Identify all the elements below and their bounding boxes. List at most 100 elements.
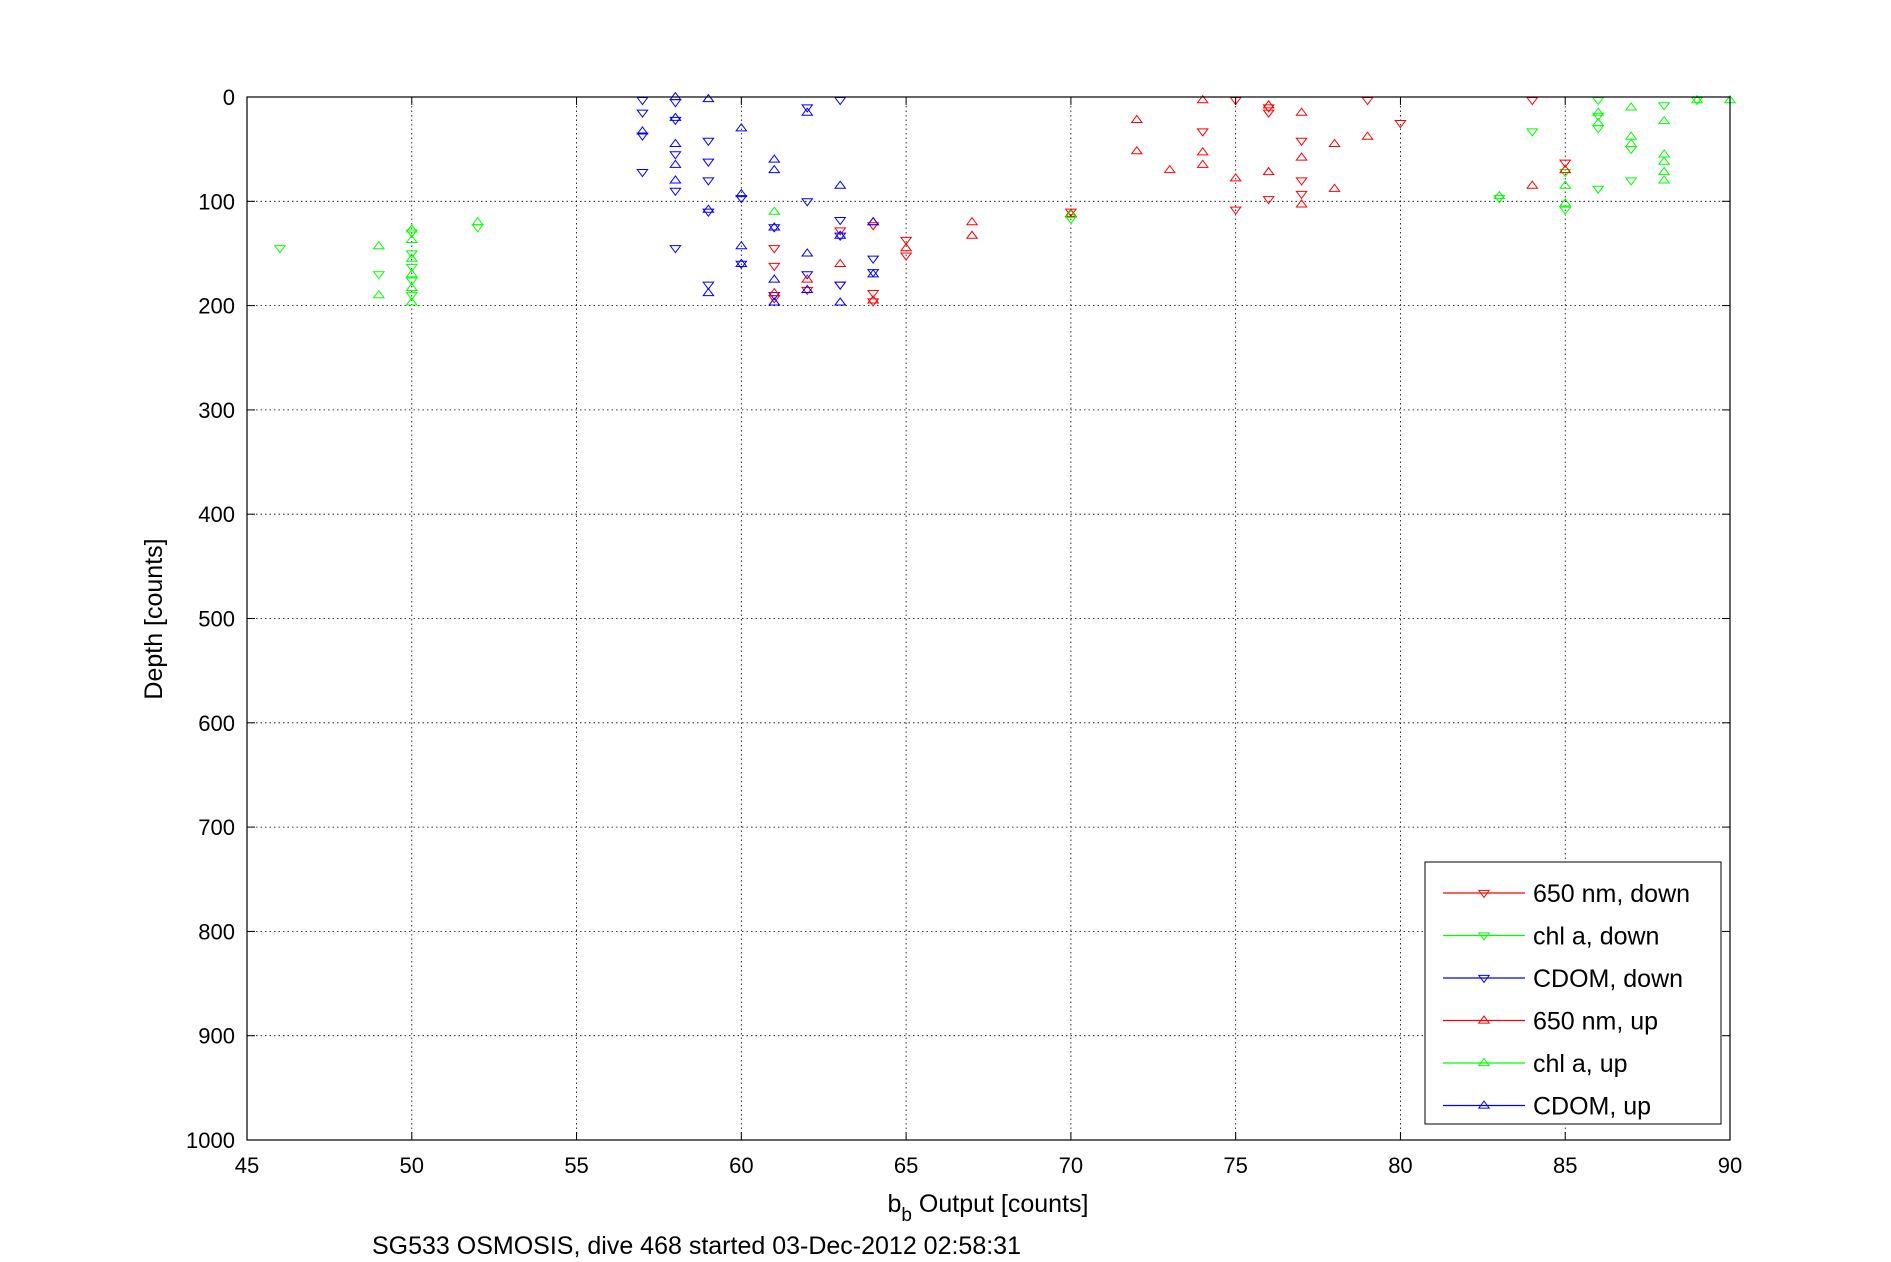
data-point (1196, 128, 1209, 137)
data-point (866, 290, 880, 299)
data-point (1394, 120, 1407, 129)
data-point (1295, 199, 1308, 208)
data-point (768, 164, 781, 174)
data-point (965, 216, 979, 226)
data-point (735, 188, 748, 198)
data-point (636, 132, 649, 141)
legend-label: 650 nm, down (1533, 880, 1690, 908)
data-point (866, 295, 880, 304)
y-tick-label: 100 (198, 189, 235, 214)
data-point (834, 297, 847, 306)
data-point (866, 255, 880, 264)
data-point (834, 230, 847, 239)
data-point (669, 138, 682, 148)
data-point (669, 245, 682, 254)
data-point (405, 282, 418, 291)
data-points (273, 91, 1737, 307)
legend-label: CDOM, up (1533, 1093, 1651, 1121)
data-point (1559, 180, 1572, 189)
x-tick-label: 50 (400, 1153, 424, 1178)
data-point (1196, 159, 1209, 168)
data-point (1262, 196, 1275, 205)
data-point (405, 234, 418, 243)
data-point (1559, 159, 1572, 168)
legend-marker (1477, 974, 1491, 984)
x-tick-label: 65 (894, 1153, 918, 1178)
legend-label: chl a, up (1533, 1050, 1628, 1078)
data-point (702, 281, 715, 291)
data-point (405, 277, 418, 286)
legend-label: chl a, down (1533, 923, 1659, 951)
data-point (669, 159, 682, 168)
y-tick-label: 0 (223, 85, 235, 110)
legend-marker (1477, 1015, 1491, 1024)
data-point (1657, 175, 1671, 184)
data-point (1262, 100, 1275, 109)
y-tick-label: 500 (198, 607, 235, 632)
data-point (1690, 94, 1704, 104)
data-point (636, 169, 649, 178)
legend-label: CDOM, down (1533, 965, 1683, 993)
data-point (1295, 137, 1308, 147)
y-tick-label: 300 (198, 398, 235, 423)
data-point (669, 175, 682, 184)
data-point (801, 104, 814, 113)
data-point (405, 263, 418, 273)
data-point (801, 274, 814, 283)
data-point (1624, 138, 1638, 148)
x-tick-label: 45 (235, 1153, 259, 1178)
x-tick-label: 90 (1718, 1153, 1742, 1178)
data-point (834, 281, 847, 291)
legend-item: chl a, up (1443, 1050, 1628, 1078)
y-tick-label: 1000 (186, 1128, 235, 1153)
data-point (1493, 190, 1506, 200)
y-tick-label: 900 (198, 1024, 235, 1049)
data-point (801, 248, 814, 257)
legend-item: CDOM, down (1443, 965, 1683, 993)
data-point (834, 217, 847, 226)
data-point (899, 242, 913, 252)
data-point (1064, 208, 1078, 217)
legend-item: CDOM, up (1443, 1093, 1651, 1121)
data-point (702, 93, 715, 103)
y-tick-label: 800 (198, 919, 235, 944)
data-point (1064, 209, 1078, 218)
data-point (965, 230, 979, 239)
data-point (405, 250, 418, 259)
data-point (801, 286, 814, 296)
data-point (866, 216, 880, 226)
data-point (1130, 145, 1143, 155)
x-axis-label: bb Output [counts] (888, 1190, 1089, 1226)
legend-marker (1477, 889, 1491, 899)
data-point (768, 297, 781, 306)
data-point (899, 236, 913, 246)
data-point (768, 287, 781, 297)
data-point (834, 180, 847, 189)
data-point (636, 126, 649, 135)
y-tick-label: 400 (198, 502, 235, 527)
data-point (1262, 166, 1275, 176)
data-point (372, 240, 386, 250)
data-point (735, 240, 748, 250)
data-point (405, 253, 418, 262)
data-point (405, 229, 418, 238)
data-point (1559, 206, 1572, 215)
series-cdom-up (636, 91, 880, 306)
data-point (1295, 107, 1308, 116)
data-point (1559, 164, 1572, 174)
data-point (1328, 183, 1341, 192)
data-point (405, 292, 418, 301)
series-chl-a-up (372, 94, 1737, 306)
data-point (1657, 166, 1671, 176)
x-tick-label: 70 (1059, 1153, 1083, 1178)
data-point (801, 271, 814, 280)
data-point (702, 287, 715, 297)
data-point (1130, 114, 1143, 124)
y-tick-label: 700 (198, 815, 235, 840)
data-point (768, 222, 781, 231)
data-point (1591, 112, 1605, 122)
legend-label: 650 nm, up (1533, 1008, 1658, 1036)
data-point (768, 154, 781, 163)
data-point (768, 206, 781, 215)
